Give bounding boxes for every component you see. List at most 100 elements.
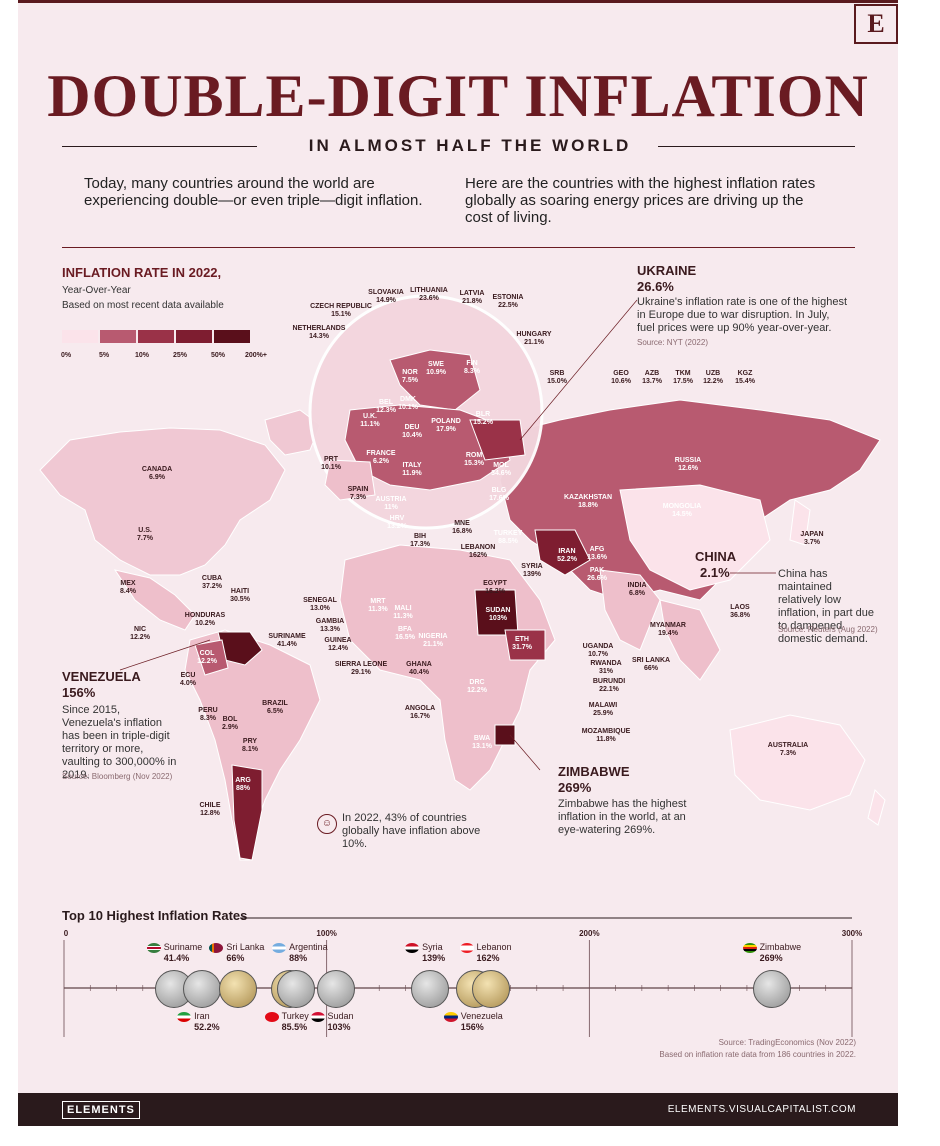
country-value: 6.5% (267, 708, 283, 715)
map-australia (729, 714, 866, 811)
country-name: COL (199, 650, 215, 657)
country-label-nigeria: NIGERIA 21.1% (418, 633, 447, 649)
country-name: NETHERLANDS (292, 325, 346, 332)
country-name: CHILE (199, 802, 221, 809)
chart-point-value: 156% (460, 1021, 484, 1032)
page-subtitle: IN ALMOST HALF THE WORLD (308, 136, 632, 155)
country-value: 7.7% (137, 535, 153, 542)
country-label-drc: DRC 12.2% (467, 679, 487, 695)
country-value: 19.4% (658, 630, 678, 637)
country-name: IRAN (558, 548, 576, 555)
country-name: AFG (589, 546, 605, 553)
footer-site-link[interactable]: ELEMENTS.VISUALCAPITALIST.COM (667, 1104, 856, 1115)
country-label-blg: BLG 17.6% (489, 487, 509, 503)
country-name: ROM (465, 452, 483, 459)
country-label-kgz: KGZ 15.4% (735, 370, 755, 386)
legend-scale-label: 25% (172, 352, 188, 359)
flag-icon (405, 942, 420, 953)
country-label-mali: MALI 11.3% (393, 605, 412, 621)
country-value: 139% (523, 571, 541, 578)
country-label-uzb: UZB 12.2% (703, 370, 723, 386)
country-name: PRT (323, 456, 338, 463)
country-value: 3.7% (804, 539, 820, 546)
country-name: NOR (402, 369, 418, 376)
country-name: DMK (400, 396, 416, 403)
legend-line1: Year-Over-Year (62, 285, 131, 296)
map-iberia (324, 459, 376, 501)
map-japan (789, 499, 811, 546)
country-value: 23.6% (419, 295, 439, 302)
chart-point-label-sri-lanka: Sri Lanka 66% (209, 942, 264, 963)
country-label-sri-lanka: SRI LANKA 66% (632, 657, 670, 673)
country-value: 25.9% (593, 710, 613, 717)
top-rule (18, 0, 898, 3)
country-name: ANGOLA (404, 705, 436, 712)
map-iran (534, 529, 591, 576)
country-value: 41.4% (277, 641, 297, 648)
country-name: JAPAN (800, 531, 824, 538)
europe-detail (324, 349, 526, 501)
ukraine-callout-source: Source: NYT (2022) (637, 338, 708, 347)
country-name: PRY (242, 738, 258, 745)
map-ethiopia (504, 629, 546, 661)
flag-icon (459, 942, 474, 953)
country-value: 17.3% (410, 541, 430, 548)
country-label-hungary: HUNGARY 21.1% (516, 331, 551, 347)
country-name: NIGERIA (418, 633, 448, 640)
country-value: 10.1% (321, 464, 341, 471)
country-value: 16.7% (410, 713, 430, 720)
country-value: 88.5% (498, 538, 518, 545)
country-label-hrv: HRV 13.2% (387, 515, 407, 531)
legend-swatch (100, 330, 136, 343)
country-name: POLAND (431, 418, 461, 425)
country-label-afg: AFG 13.6% (587, 546, 607, 562)
country-name: GEO (613, 370, 629, 377)
country-value: 18.8% (578, 502, 598, 509)
country-value: 11.9% (402, 470, 422, 477)
country-value: 16.5% (395, 634, 415, 641)
country-value: 31.7% (512, 644, 532, 651)
country-value: 21.1% (423, 641, 443, 648)
country-name: CZECH REPUBLIC (310, 303, 372, 310)
country-name: MOZAMBIQUE (581, 728, 631, 735)
chart-point-name: Syria (422, 942, 443, 952)
country-name: BEL (378, 399, 393, 406)
country-name: HUNGARY (516, 331, 552, 338)
country-label-lithuania: LITHUANIA 23.6% (410, 287, 448, 303)
country-value: 40.4% (409, 669, 429, 676)
country-label-guinea: GUINEA 12.4% (324, 637, 351, 653)
chart-point-value: 41.4% (163, 952, 190, 963)
map-zimbabwe (494, 724, 516, 746)
legend-scale-label: 200%+ (245, 352, 267, 359)
flag-icon (443, 1011, 458, 1022)
chart-point-name: Argentina (289, 942, 328, 952)
flag-icon (742, 942, 757, 953)
country-value: 12.2% (197, 658, 217, 665)
country-name: NIC (133, 626, 147, 633)
country-value: 16.8% (452, 528, 472, 535)
country-value: 13.1% (472, 743, 492, 750)
elements-logo-badge[interactable]: E (854, 4, 898, 44)
country-label-lebanon: LEBANON 162% (461, 544, 496, 560)
country-name: UGANDA (582, 643, 614, 650)
footer-elements-logo[interactable]: ELEMENTS (62, 1101, 140, 1119)
country-value: 11.1% (360, 421, 380, 428)
country-name: TURKEY (493, 530, 523, 537)
country-name: GAMBIA (315, 618, 345, 625)
chart-point-value: 269% (759, 952, 783, 963)
country-value: 8.3% (200, 715, 216, 722)
chart-point-label-syria: Syria 139% (405, 942, 445, 963)
country-label-malawi: MALAWI 25.9% (589, 702, 617, 718)
legend-swatch (62, 330, 98, 343)
country-name: BLR (475, 411, 491, 418)
country-value: 16.2% (485, 588, 505, 595)
legend-scale-label: 5% (98, 352, 110, 359)
chart-point-coin-zimbabwe (752, 970, 791, 1008)
country-value: 15.3% (464, 460, 484, 467)
chart-point-value: 162% (476, 952, 500, 963)
chart-title: Top 10 Highest Inflation Rates (62, 908, 248, 923)
country-value: 14.9% (376, 297, 396, 304)
country-value: 7.3% (350, 494, 366, 501)
country-name: SRI LANKA (631, 657, 671, 664)
country-label-fin: FIN 8.3% (464, 360, 480, 376)
